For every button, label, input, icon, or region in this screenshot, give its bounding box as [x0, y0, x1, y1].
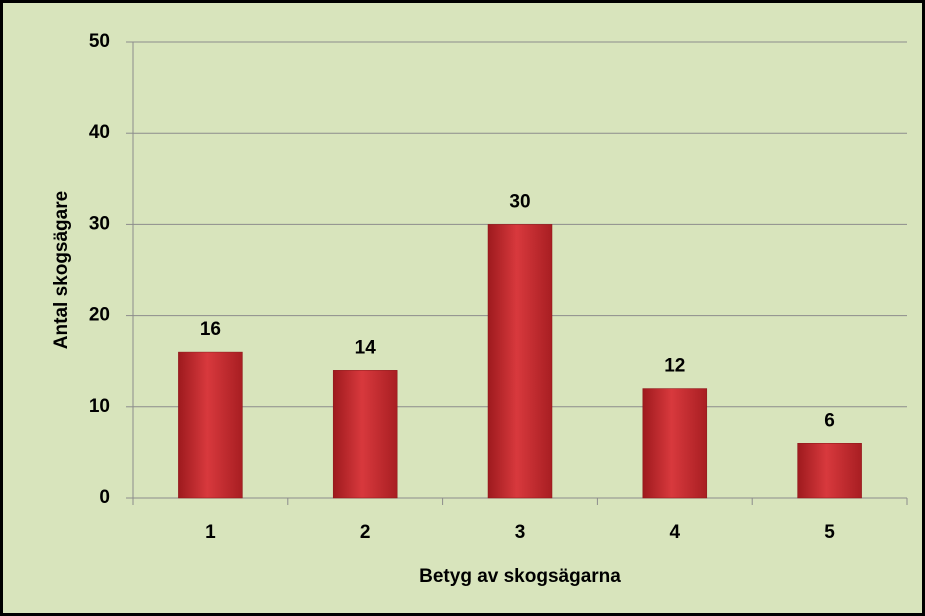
y-tick-label: 30 [89, 213, 110, 234]
x-tick-label: 1 [205, 522, 216, 543]
bar [332, 370, 398, 499]
x-tick-label: 2 [360, 522, 371, 543]
y-axis-title: Antal skogsägare [51, 191, 72, 349]
y-tick-label: 50 [89, 31, 110, 52]
data-label: 14 [355, 337, 377, 358]
data-label: 30 [509, 191, 530, 212]
bar [487, 224, 553, 499]
data-label: 16 [200, 319, 221, 340]
y-tick-label: 0 [99, 487, 110, 508]
x-tick-label: 4 [670, 522, 681, 543]
y-tick-label: 10 [89, 396, 110, 417]
x-tick-label: 3 [515, 522, 526, 543]
bar [642, 388, 708, 499]
y-tick-label: 20 [89, 305, 110, 326]
y-tick-label: 40 [89, 122, 110, 143]
x-tick-label: 5 [824, 522, 835, 543]
bar [178, 351, 243, 499]
data-label: 12 [664, 356, 685, 377]
x-axis-title: Betyg av skogsägarna [419, 566, 621, 587]
bar [797, 443, 862, 499]
data-label: 6 [824, 410, 835, 431]
